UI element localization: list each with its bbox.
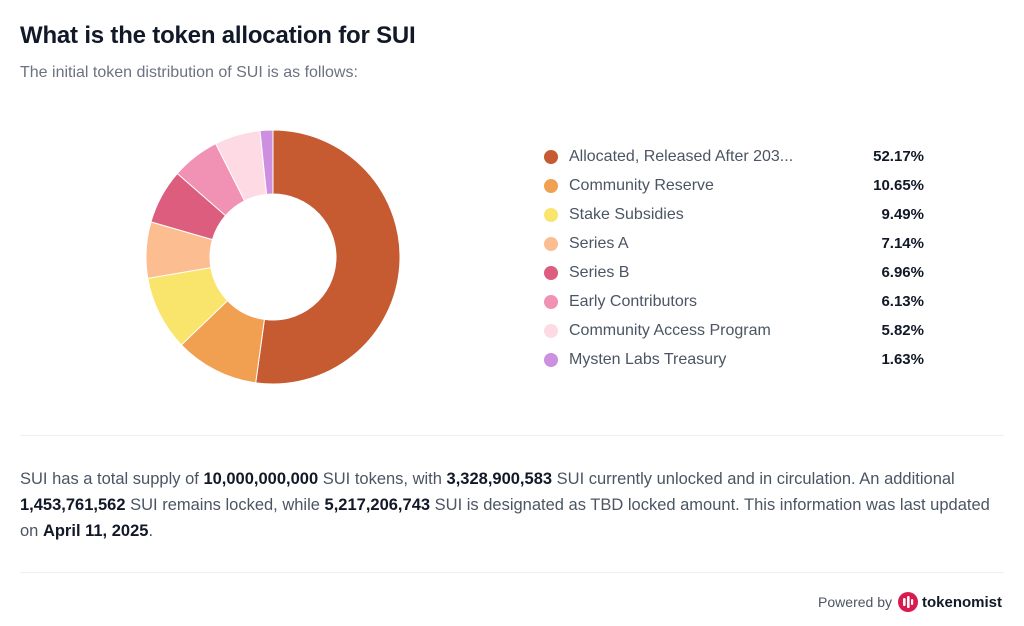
- legend-value: 9.49%: [881, 206, 924, 223]
- unlocked-value: 3,328,900,583: [446, 470, 553, 488]
- legend-label: Mysten Labs Treasury: [569, 350, 727, 368]
- legend-swatch: [544, 178, 558, 193]
- tbd-value: 5,217,206,743: [324, 496, 431, 514]
- supply-summary: SUI has a total supply of 10,000,000,000…: [20, 466, 1010, 544]
- tokenomist-brand: tokenomist: [921, 593, 1002, 611]
- legend-swatch: [544, 149, 558, 164]
- donut-chart-svg: [145, 129, 401, 385]
- legend-label: Series A: [569, 234, 629, 252]
- legend-swatch: [544, 294, 558, 309]
- legend-swatch: [544, 236, 558, 251]
- legend-item[interactable]: Stake Subsidies 9.49%: [544, 200, 924, 229]
- legend-label: Allocated, Released After 203...: [569, 147, 794, 165]
- summary-text: SUI currently unlocked and in circulatio…: [552, 470, 955, 488]
- page-subtitle: The initial token distribution of SUI is…: [20, 64, 358, 81]
- powered-by-footer[interactable]: Powered by tokenomist: [818, 592, 1002, 612]
- divider: [20, 572, 1004, 573]
- legend-label: Series B: [569, 263, 630, 281]
- donut-slice[interactable]: [259, 129, 274, 195]
- legend-label: Community Reserve: [569, 176, 714, 194]
- legend-item[interactable]: Series A 7.14%: [544, 229, 924, 258]
- last-updated-date: April 11, 2025: [42, 522, 149, 540]
- legend-label: Stake Subsidies: [569, 205, 684, 223]
- legend-item[interactable]: Allocated, Released After 203... 52.17%: [544, 142, 924, 171]
- chart-legend: Allocated, Released After 203... 52.17% Co…: [544, 142, 924, 374]
- legend-item[interactable]: Early Contributors 6.13%: [544, 287, 924, 316]
- summary-text: SUI remains locked, while: [125, 496, 325, 514]
- legend-value: 6.96%: [881, 264, 924, 281]
- donut-slice[interactable]: [255, 129, 401, 385]
- legend-label: Community Access Program: [569, 321, 771, 339]
- page-title: What is the token allocation for SUI: [20, 22, 416, 49]
- legend-value: 7.14%: [881, 235, 924, 252]
- legend-value: 5.82%: [881, 322, 924, 339]
- divider: [20, 435, 1004, 436]
- donut-chart: [140, 124, 406, 390]
- legend-swatch: [544, 323, 558, 338]
- legend-value: 52.17%: [873, 148, 924, 165]
- summary-text: .: [148, 522, 154, 540]
- legend-swatch: [544, 265, 558, 280]
- powered-by-label: Powered by: [818, 594, 892, 610]
- legend-value: 1.63%: [881, 351, 924, 368]
- locked-value: 1,453,761,562: [20, 496, 126, 514]
- legend-item[interactable]: Mysten Labs Treasury 1.63%: [544, 345, 924, 374]
- total-supply-value: 10,000,000,000: [203, 470, 319, 488]
- tokenomist-logo-icon: [897, 592, 918, 612]
- legend-value: 10.65%: [873, 177, 924, 194]
- legend-item[interactable]: Series B 6.96%: [544, 258, 924, 287]
- legend-item[interactable]: Community Access Program 5.82%: [544, 316, 924, 345]
- legend-value: 6.13%: [881, 293, 924, 310]
- summary-text: SUI has a total supply of: [20, 470, 204, 488]
- legend-swatch: [544, 207, 558, 222]
- legend-label: Early Contributors: [569, 292, 698, 310]
- summary-text: SUI is designated as TBD locked amount. …: [20, 496, 990, 540]
- legend-item[interactable]: Community Reserve 10.65%: [544, 171, 924, 200]
- summary-text: SUI tokens, with: [318, 470, 447, 488]
- legend-swatch: [544, 352, 558, 367]
